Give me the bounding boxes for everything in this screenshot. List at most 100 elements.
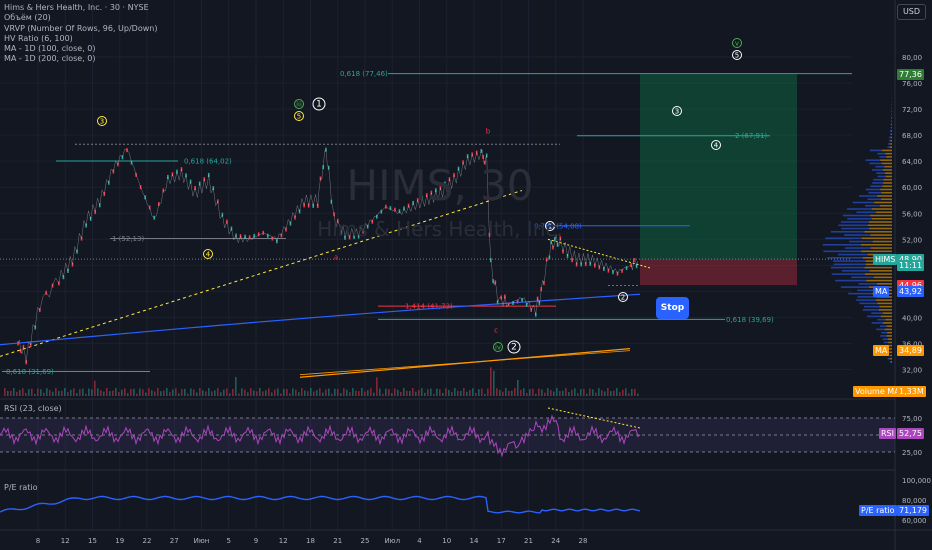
volume-profile-bar-up [838, 224, 868, 227]
rsi-label[interactable]: RSI (23, close) [4, 404, 62, 413]
volume-profile-bar-up [864, 305, 880, 308]
volume-bar [337, 389, 339, 396]
volume-bar [79, 389, 81, 396]
price-tick-6: 56,00 [902, 210, 922, 218]
rsi-pane [0, 407, 895, 458]
volume-profile-bar-down [884, 328, 892, 331]
volume-bar [553, 391, 555, 396]
volume-bar [25, 392, 27, 396]
symbol-title[interactable]: Hims & Hers Health, Inc. · 30 · NYSE [4, 3, 149, 12]
volume-bar [142, 389, 144, 396]
volume-bar [559, 391, 561, 396]
price-tag-3: 48,90 [897, 253, 924, 265]
volume-profile-bar-down [882, 185, 892, 188]
elliott-wave-labels: 3 4 iii 1 5 a b c iv 2 1 2 3 4 5 v [97, 38, 742, 354]
volume-bar [604, 391, 606, 396]
wave-circle [203, 249, 213, 259]
volume-profile-bar-down [864, 273, 892, 275]
volume-bar [589, 388, 591, 396]
volume-bar [526, 393, 528, 396]
indicator-hv-ratio[interactable]: HV Ratio (6, 100) [4, 33, 73, 43]
volume-bar [109, 391, 111, 396]
volume-bar [22, 388, 24, 396]
volume-bar [388, 389, 390, 396]
fib-label: 1,414 (41,73) [405, 303, 453, 311]
volume-profile-bar-down [887, 338, 892, 340]
volume-bar [460, 390, 462, 396]
wave-label: 4 [714, 142, 719, 150]
volume-bar [517, 379, 519, 396]
volume-profile-bar-down [880, 188, 892, 191]
volume-bar [88, 388, 90, 396]
volume-bar [274, 389, 276, 396]
volume-bar [301, 388, 303, 396]
volume-profile-bar-up [841, 227, 870, 230]
volume-bar [7, 390, 9, 396]
volume-bar [148, 388, 150, 396]
volume-bar [436, 388, 438, 396]
volume-profile-bar-down [890, 354, 892, 357]
volume-bar [397, 389, 399, 396]
volume-bar [250, 388, 252, 396]
volume-profile-bar-up [888, 143, 891, 145]
trend-line [547, 238, 651, 269]
volume-bar [295, 389, 297, 396]
volume-profile-bar-up [859, 302, 878, 305]
indicator-vrvp[interactable]: VRVP (Number Of Rows, 96, Up/Down) [4, 23, 158, 33]
volume-bar [277, 388, 279, 396]
volume-profile-bar-up [879, 156, 887, 158]
volume-bar [508, 390, 510, 396]
x-tick-1: 12 [61, 537, 70, 545]
volume-profile-bar-up [856, 299, 876, 301]
volume-profile-bar-up [880, 325, 887, 327]
volume-profile-bar-up [889, 136, 891, 139]
volume-profile-bar-down [879, 204, 892, 207]
volume-profile-bar-up [846, 208, 872, 210]
volume-profile-bar-up [857, 296, 877, 298]
volume-bar [196, 392, 198, 396]
volume-bar [187, 393, 189, 396]
volume-profile-bar-up [876, 328, 885, 331]
wave-circle [97, 116, 107, 126]
indicator-ma100[interactable]: MA - 1D (100, close, 0) [4, 44, 96, 54]
volume-profile-bar-up [877, 152, 886, 155]
stop-callout[interactable]: Stop [656, 297, 689, 319]
volume-profile-bar-down [869, 214, 892, 217]
wave-label: 5 [735, 52, 739, 60]
volume-profile-bar-down [891, 133, 892, 135]
volume-bar [76, 393, 78, 396]
x-tick-5: 27 [170, 537, 179, 545]
volume-profile-bar-down [864, 266, 892, 269]
volume-bar [208, 388, 210, 396]
volume-profile-bar-down [889, 351, 892, 353]
indicator-ma200[interactable]: MA - 1D (200, close, 0) [4, 54, 96, 64]
volume-profile-bar-up [869, 149, 883, 152]
long-position-tool[interactable] [640, 74, 797, 286]
volume-profile-bar-up [822, 244, 861, 246]
pe-label[interactable]: P/E ratio [4, 483, 38, 492]
wave-circle [294, 99, 304, 109]
volume-bar [571, 389, 573, 396]
volume-profile-bar-down [867, 224, 892, 227]
volume-profile-bar-down [890, 143, 892, 145]
wave-label: 2 [511, 343, 517, 353]
volume-bar [37, 388, 39, 396]
volume-bar [574, 388, 576, 396]
volume-bar [298, 392, 300, 396]
volume-profile-bar-down [891, 361, 892, 363]
volume-profile-bar-down [890, 136, 892, 139]
indicator-volume[interactable]: Объём (20) [4, 13, 51, 23]
currency-button[interactable]: USD [897, 4, 926, 20]
volume-profile-bar-up [890, 123, 892, 126]
volume-bar [625, 388, 627, 396]
wave-circle [312, 97, 326, 111]
price-line [17, 148, 639, 363]
volume-bar [541, 389, 543, 396]
volume-bar [325, 389, 327, 396]
volume-bar [328, 388, 330, 396]
volume-bar [214, 390, 216, 396]
volume-profile-bar-down [866, 279, 892, 282]
volume-profile-bar-down [886, 325, 892, 327]
volume-bar [151, 390, 153, 396]
